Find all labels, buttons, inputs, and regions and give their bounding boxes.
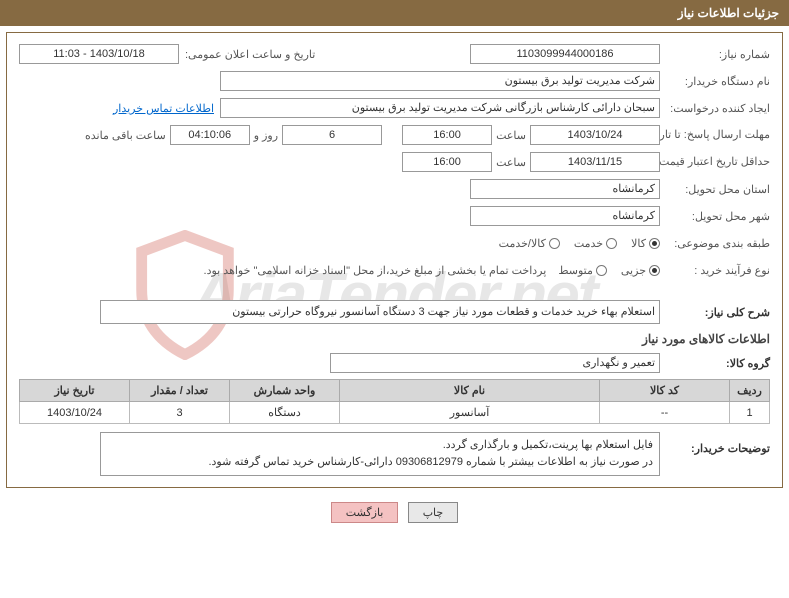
radio-both[interactable]: کالا/خدمت: [499, 237, 560, 250]
row-province: استان محل تحویل: کرمانشاه: [19, 178, 770, 200]
announce-date-label: تاریخ و ساعت اعلان عمومی:: [179, 48, 329, 61]
hour-label-2: ساعت: [492, 156, 530, 169]
radio-dot-icon: [606, 238, 617, 249]
need-number-field: 1103099944000186: [470, 44, 660, 64]
td-qty: 3: [130, 402, 230, 424]
goods-group-label: گروه کالا:: [660, 357, 770, 370]
radio-dot-icon: [549, 238, 560, 249]
td-code: --: [600, 402, 730, 424]
notes-label: توضیحات خریدار:: [660, 432, 770, 455]
row-goods-group: گروه کالا: تعمیر و نگهداری: [19, 352, 770, 374]
radio-medium[interactable]: متوسط: [558, 264, 607, 277]
th-unit: واحد شمارش: [230, 380, 340, 402]
goods-group-field: تعمیر و نگهداری: [330, 353, 660, 373]
description-label: شرح کلی نیاز:: [660, 306, 770, 319]
table-header-row: ردیف کد کالا نام کالا واحد شمارش تعداد /…: [20, 380, 770, 402]
notes-line1: فایل استعلام بها پرینت،تکمیل و بارگذاری …: [107, 437, 653, 454]
deadline-date-field: 1403/10/24: [530, 125, 660, 145]
validity-date-field: 1403/11/15: [530, 152, 660, 172]
radio-small-label: جزیی: [621, 264, 646, 277]
back-button[interactable]: بازگشت: [331, 502, 399, 523]
goods-info-title: اطلاعات کالاهای مورد نیاز: [19, 332, 770, 346]
description-field: استعلام بهاء خرید خدمات و قطعات مورد نیا…: [100, 300, 660, 324]
province-field: کرمانشاه: [470, 179, 660, 199]
th-name: نام کالا: [340, 380, 600, 402]
th-idx: ردیف: [730, 380, 770, 402]
td-idx: 1: [730, 402, 770, 424]
table-row: 1 -- آسانسور دستگاه 3 1403/10/24: [20, 402, 770, 424]
radio-goods[interactable]: کالا: [631, 237, 660, 250]
radio-dot-icon: [649, 238, 660, 249]
row-deadline: مهلت ارسال پاسخ: تا تاریخ: 1403/10/24 سا…: [19, 124, 770, 146]
main-container: جزئیات اطلاعات نیاز شماره نیاز: 11030999…: [0, 0, 789, 531]
radio-both-label: کالا/خدمت: [499, 237, 546, 250]
need-number-label: شماره نیاز:: [660, 48, 770, 61]
days-count-field: 6: [282, 125, 382, 145]
radio-small[interactable]: جزیی: [621, 264, 660, 277]
th-date: تاریخ نیاز: [20, 380, 130, 402]
remaining-time-field: 04:10:06: [170, 125, 250, 145]
row-process: نوع فرآیند خرید : جزیی متوسط پرداخت تمام…: [19, 259, 770, 281]
notes-line2: در صورت نیاز به اطلاعات بیشتر با شماره 0…: [107, 454, 653, 471]
td-name: آسانسور: [340, 402, 600, 424]
validity-label: حداقل تاریخ اعتبار قیمت: تا تاریخ:: [660, 156, 770, 168]
radio-medium-label: متوسط: [558, 264, 593, 277]
buyer-org-label: نام دستگاه خریدار:: [660, 75, 770, 88]
row-need-number: شماره نیاز: 1103099944000186 تاریخ و ساع…: [19, 43, 770, 65]
goods-table: ردیف کد کالا نام کالا واحد شمارش تعداد /…: [19, 379, 770, 424]
row-buyer-org: نام دستگاه خریدار: شرکت مدیریت تولید برق…: [19, 70, 770, 92]
radio-service[interactable]: خدمت: [574, 237, 617, 250]
category-radio-group: کالا خدمت کالا/خدمت: [499, 237, 660, 250]
row-validity: حداقل تاریخ اعتبار قیمت: تا تاریخ: 1403/…: [19, 151, 770, 173]
radio-service-label: خدمت: [574, 237, 603, 250]
row-description: شرح کلی نیاز: استعلام بهاء خرید خدمات و …: [19, 300, 770, 324]
province-label: استان محل تحویل:: [660, 183, 770, 196]
notes-field: فایل استعلام بها پرینت،تکمیل و بارگذاری …: [100, 432, 660, 476]
radio-goods-label: کالا: [631, 237, 646, 250]
remaining-label: ساعت باقی مانده: [81, 129, 170, 142]
footer-buttons: چاپ بازگشت: [0, 494, 789, 531]
th-code: کد کالا: [600, 380, 730, 402]
deadline-label: مهلت ارسال پاسخ: تا تاریخ:: [660, 129, 770, 141]
row-requester: ایجاد کننده درخواست: سبحان دارائی کارشنا…: [19, 97, 770, 119]
process-radio-group: جزیی متوسط: [558, 264, 660, 277]
row-category: طبقه بندی موضوعی: کالا خدمت کالا/خدمت: [19, 232, 770, 254]
hour-label-1: ساعت: [492, 129, 530, 142]
category-label: طبقه بندی موضوعی:: [660, 237, 770, 250]
panel-header: جزئیات اطلاعات نیاز: [0, 0, 789, 26]
deadline-time-field: 16:00: [402, 125, 492, 145]
buyer-org-field: شرکت مدیریت تولید برق بیستون: [220, 71, 660, 91]
payment-note: پرداخت تمام یا بخشی از مبلغ خرید،از محل …: [204, 264, 547, 277]
city-label: شهر محل تحویل:: [660, 210, 770, 223]
validity-time-field: 16:00: [402, 152, 492, 172]
process-label: نوع فرآیند خرید :: [660, 264, 770, 277]
td-unit: دستگاه: [230, 402, 340, 424]
announce-date-field: 1403/10/18 - 11:03: [19, 44, 179, 64]
radio-dot-icon: [649, 265, 660, 276]
row-city: شهر محل تحویل: کرمانشاه: [19, 205, 770, 227]
th-qty: تعداد / مقدار: [130, 380, 230, 402]
radio-dot-icon: [596, 265, 607, 276]
row-notes: توضیحات خریدار: فایل استعلام بها پرینت،ت…: [19, 432, 770, 476]
requester-field: سبحان دارائی کارشناس بازرگانی شرکت مدیری…: [220, 98, 660, 118]
details-panel: شماره نیاز: 1103099944000186 تاریخ و ساع…: [6, 32, 783, 488]
days-and-label: روز و: [250, 129, 282, 142]
td-date: 1403/10/24: [20, 402, 130, 424]
requester-label: ایجاد کننده درخواست:: [660, 102, 770, 115]
print-button[interactable]: چاپ: [408, 502, 459, 523]
contact-link[interactable]: اطلاعات تماس خریدار: [113, 102, 214, 115]
city-field: کرمانشاه: [470, 206, 660, 226]
